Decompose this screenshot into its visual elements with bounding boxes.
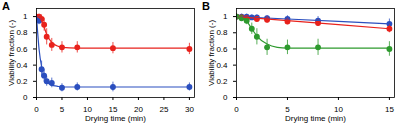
svg-text:0: 0 (23, 93, 28, 102)
svg-text:5: 5 (60, 105, 65, 114)
svg-text:0.8: 0.8 (16, 28, 28, 37)
svg-text:0.6: 0.6 (216, 45, 228, 54)
svg-text:25: 25 (159, 105, 168, 114)
svg-text:15: 15 (385, 105, 394, 114)
svg-text:Viability fraction (-): Viability fraction (-) (7, 20, 16, 86)
svg-text:0: 0 (34, 105, 39, 114)
svg-text:Drying time (min): Drying time (min) (85, 114, 146, 123)
svg-text:Drying time (min): Drying time (min) (285, 114, 346, 123)
svg-text:5: 5 (285, 105, 290, 115)
svg-text:0.4: 0.4 (216, 61, 228, 70)
svg-text:0.4: 0.4 (16, 61, 28, 70)
svg-text:15: 15 (108, 105, 118, 115)
svg-text:10: 10 (334, 105, 343, 115)
svg-text:1: 1 (23, 12, 28, 21)
svg-text:30: 30 (185, 105, 194, 114)
svg-text:0.2: 0.2 (216, 77, 228, 86)
svg-text:0: 0 (234, 105, 239, 114)
svg-text:20: 20 (134, 105, 143, 115)
svg-text:0.8: 0.8 (216, 28, 228, 37)
svg-text:10: 10 (83, 105, 92, 115)
svg-text:0.2: 0.2 (16, 77, 28, 86)
svg-text:Viability fraction (-): Viability fraction (-) (207, 20, 216, 86)
html-text:A: A (2, 0, 10, 12)
svg-text:0: 0 (223, 93, 228, 102)
html-text:B: B (202, 0, 210, 12)
svg-text:0.6: 0.6 (16, 45, 28, 54)
svg-text:1: 1 (223, 12, 228, 21)
